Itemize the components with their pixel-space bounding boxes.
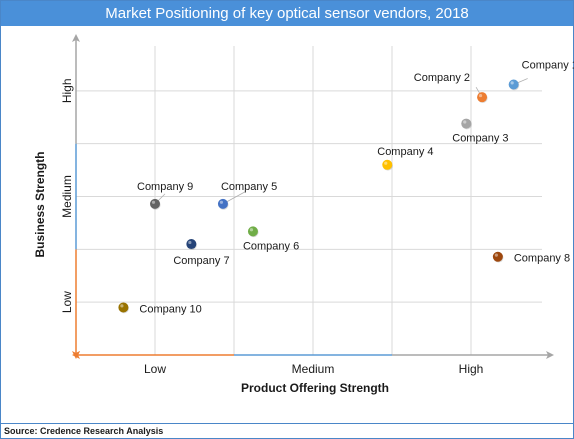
- data-points: Company 1 Company 2 Company 3 Company 4 Comp…: [118, 59, 574, 315]
- point-highlight: [463, 120, 467, 124]
- axes: [72, 34, 554, 359]
- x-tick-label: High: [459, 362, 484, 376]
- data-point: [477, 92, 488, 103]
- data-point-label: Company 10: [139, 303, 201, 315]
- data-point-group: Company 8: [492, 251, 570, 265]
- y-tick-label: High: [60, 78, 74, 103]
- data-point: [186, 239, 197, 250]
- y-axis-title: Business Strength: [33, 151, 47, 257]
- data-point-group: Company 3: [452, 118, 509, 145]
- point-highlight: [510, 81, 514, 85]
- chart-title: Market Positioning of key optical sensor…: [1, 1, 573, 26]
- data-point-group: Company 4: [377, 146, 434, 171]
- data-point: [247, 226, 258, 237]
- data-point: [217, 198, 228, 209]
- data-point-label: Company 2: [414, 72, 470, 84]
- point-highlight: [249, 228, 254, 232]
- y-tick-label: Low: [60, 291, 74, 313]
- data-point-group: Company 1: [508, 59, 574, 91]
- point-highlight: [478, 93, 483, 98]
- data-point-label: Company 8: [514, 253, 570, 265]
- data-point-label: Company 1: [522, 59, 574, 71]
- y-tick-label: Medium: [60, 175, 74, 218]
- data-point: [150, 198, 160, 209]
- point-highlight: [384, 161, 388, 165]
- data-point: [461, 118, 472, 129]
- point-highlight: [188, 240, 192, 245]
- x-tick-label: Medium: [292, 362, 335, 376]
- data-point-group: Company 9: [137, 181, 193, 210]
- data-point-label: Company 5: [221, 181, 277, 193]
- data-point: [382, 159, 393, 170]
- data-point-label: Company 9: [137, 181, 193, 193]
- data-point-group: Company 6: [243, 226, 299, 252]
- point-highlight: [219, 200, 224, 204]
- x-tick-label: Low: [144, 362, 166, 376]
- data-point-label: Company 7: [173, 255, 229, 267]
- grid-lines: [76, 46, 542, 355]
- point-highlight: [120, 304, 124, 308]
- x-axis-title: Product Offering Strength: [241, 381, 389, 395]
- data-point-label: Company 6: [243, 240, 299, 252]
- tick-labels: Low Medium High Low Medium High: [60, 78, 483, 376]
- data-point: [118, 302, 129, 313]
- point-highlight: [151, 200, 156, 204]
- data-point-group: Company 10: [118, 302, 202, 315]
- data-point-group: Company 7: [173, 239, 230, 267]
- point-highlight: [494, 253, 498, 257]
- data-point-label: Company 3: [452, 133, 508, 145]
- data-point: [508, 79, 519, 90]
- data-point: [492, 251, 503, 262]
- data-point-group: Company 2: [414, 72, 488, 103]
- data-point-label: Company 4: [377, 146, 433, 158]
- source-note: Source: Credence Research Analysis: [1, 423, 573, 438]
- data-point-group: Company 5: [217, 181, 277, 210]
